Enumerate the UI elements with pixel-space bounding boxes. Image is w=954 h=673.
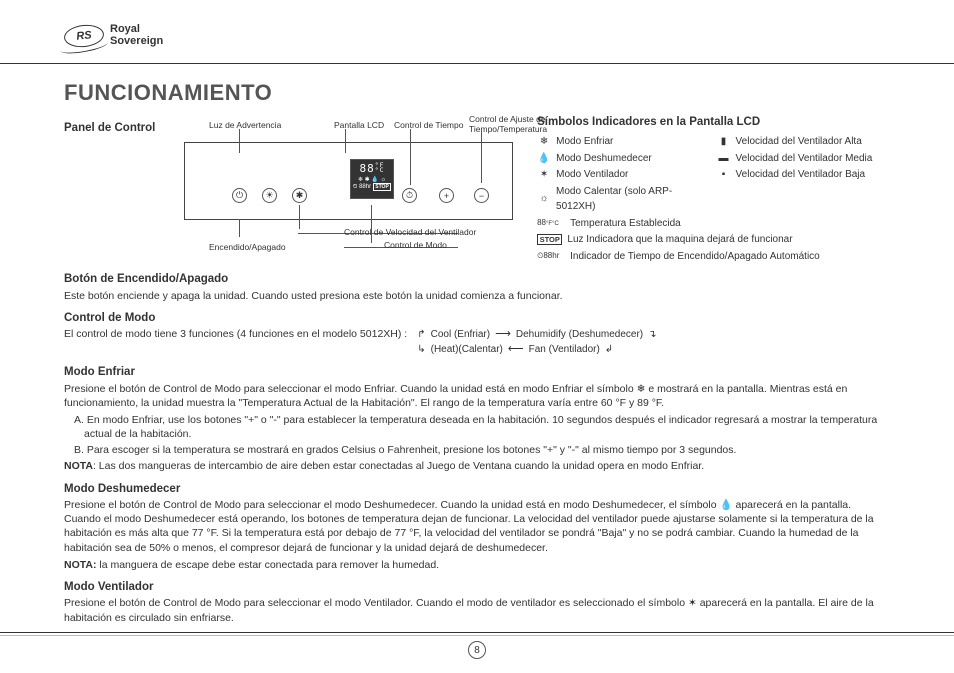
minus-button-icon: − [474, 188, 489, 203]
timer-seg-icon: ⏲88hr [537, 250, 565, 262]
fan-low-icon: ▪ [717, 167, 731, 183]
label-adjust1: Control de Ajuste de [469, 114, 546, 124]
temp-seg-icon: 88°F°C [537, 217, 565, 229]
divider-top [0, 63, 954, 64]
label-lcd: Pantalla LCD [334, 120, 384, 130]
snowflake-icon: ❄ [537, 134, 551, 150]
page-footer: 8 [0, 640, 954, 659]
section-mode-control: Control de Modo El control de modo tiene… [64, 311, 890, 357]
sun-icon: ☼ [537, 191, 551, 207]
brand-logo: RS Royal Sovereign [64, 24, 890, 47]
droplet-icon-inline: 💧 [719, 499, 732, 511]
fan-high-icon: ▮ [717, 134, 731, 150]
fan-med-icon: ▬ [717, 151, 731, 167]
section-enfriar: Modo Enfriar Presione el botón de Contro… [64, 365, 890, 474]
label-fanspeed: Control de Velocidad del Ventilador [344, 227, 476, 237]
plus-button-icon: + [439, 188, 454, 203]
lcd-display-icon: 88°F°C ❄ ✱ 💧 ☼ ⏲ 88hr STOP [350, 159, 394, 199]
symbols-grid: ❄Modo Enfriar ▮Velocidad del Ventilador … [537, 134, 890, 264]
control-panel-diagram: ⏻ ☀ ✱ ⏱ + − 88°F°C ❄ ✱ 💧 ☼ ⏲ 88hr STOP [184, 142, 513, 220]
timer-button-icon: ⏱ [402, 188, 417, 203]
fan-icon: ✶ [537, 167, 551, 183]
logo-text: Royal Sovereign [110, 24, 163, 47]
stop-icon: STOP [537, 234, 562, 245]
divider-bottom [0, 632, 954, 633]
page-title: FUNCIONAMIENTO [64, 80, 890, 106]
page-number: 8 [468, 641, 486, 659]
panel-heading: Panel de Control [64, 122, 184, 134]
fan-button-icon: ✱ [292, 188, 307, 203]
light-button-icon: ☀ [262, 188, 277, 203]
label-power: Encendido/Apagado [209, 242, 286, 252]
droplet-icon: 💧 [537, 151, 551, 167]
label-timer: Control de Tiempo [394, 120, 463, 130]
logo-oval: RS [63, 23, 105, 49]
section-power: Botón de Encendido/Apagado Este botón en… [64, 272, 890, 303]
section-ventilador: Modo Ventilador Presione el botón de Con… [64, 580, 890, 625]
divider-bottom-shadow [0, 635, 954, 636]
symbols-heading: Símbolos Indicadores en la Pantalla LCD [537, 114, 890, 132]
power-button-icon: ⏻ [232, 188, 247, 203]
section-deshumedecer: Modo Deshumedecer Presione el botón de C… [64, 482, 890, 572]
mode-cycle-diagram: ↱Cool (Enfriar) ⟶ Dehumidify (Deshumedec… [417, 327, 656, 357]
label-mode: Control de Modo [384, 240, 447, 250]
label-warning: Luz de Advertencia [209, 120, 281, 130]
fan-icon-inline: ✶ [688, 597, 697, 609]
